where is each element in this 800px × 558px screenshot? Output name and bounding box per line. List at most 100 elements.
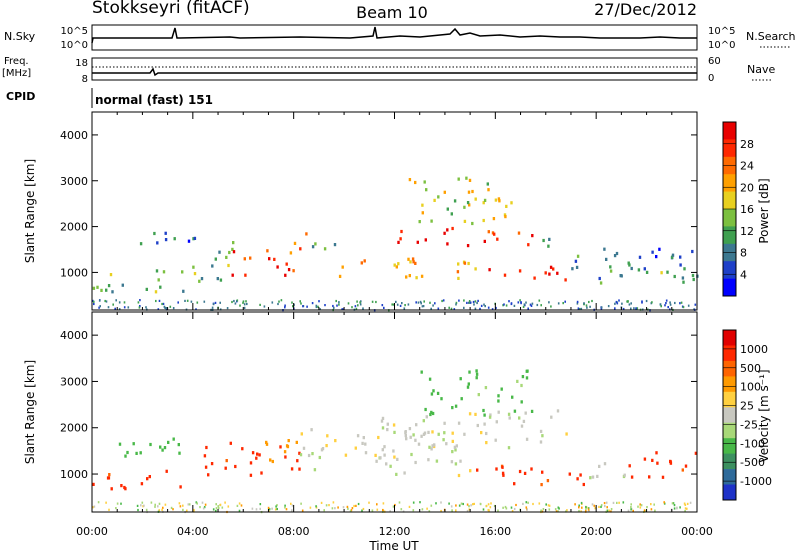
scatter-cell [141, 501, 144, 504]
data-cell [396, 457, 399, 461]
data-cell [466, 244, 470, 248]
data-cell [471, 189, 474, 194]
scatter-cell [485, 504, 488, 507]
data-cell [576, 477, 579, 481]
scatter-cell [212, 303, 215, 306]
colorbar-label: 24 [740, 160, 754, 173]
scatter-cell [184, 299, 186, 302]
data-cell [395, 265, 398, 269]
scatter-cell [268, 510, 270, 513]
data-cell [249, 473, 253, 477]
scatter-cell [493, 504, 496, 508]
scatter-cell [412, 501, 415, 504]
colorbar-swatch [723, 376, 736, 393]
scatter-cell [421, 508, 424, 511]
data-cell [454, 462, 458, 466]
scatter-cell [157, 505, 159, 508]
scatter-cell [93, 300, 95, 303]
data-cell [159, 285, 162, 289]
data-cell [164, 231, 167, 235]
scatter-cell [154, 505, 156, 508]
scatter-cell [605, 501, 608, 504]
data-cell [504, 215, 507, 219]
data-cell [623, 473, 626, 477]
scatter-cell [466, 301, 468, 304]
scatter-cell [145, 306, 147, 309]
data-cell [172, 437, 175, 441]
colorbar-swatch [723, 139, 736, 158]
scatter-cell [441, 299, 443, 303]
colorbar-label: 4 [740, 268, 747, 281]
data-cell [628, 263, 631, 267]
power-panel: Slant Range [km] 4000 3000 2000 1000 [23, 111, 699, 312]
data-cell [341, 265, 344, 269]
data-cell [307, 453, 311, 458]
scatter-cell [408, 505, 411, 508]
data-cell [420, 434, 423, 438]
scatter-cell [603, 502, 606, 505]
scatter-cell [177, 301, 179, 304]
scatter-cell [639, 506, 642, 509]
colorbar-swatch [723, 469, 736, 485]
scatter-cell [651, 301, 653, 304]
data-cell [334, 439, 337, 443]
data-cell [673, 274, 676, 279]
scatter-cell [580, 510, 582, 513]
scatter-cell [227, 505, 230, 508]
scatter-cell [547, 504, 550, 507]
data-cell [651, 458, 654, 462]
data-cell [428, 377, 432, 381]
scatter-cell [525, 301, 527, 304]
scatter-cell [371, 300, 374, 303]
data-cell [420, 370, 423, 374]
scatter-cell [137, 508, 139, 512]
scatter-cell [204, 503, 207, 506]
data-cell [498, 199, 501, 203]
data-cell [487, 230, 490, 234]
data-cell [655, 451, 658, 455]
scatter-cell [356, 300, 358, 303]
data-cell [276, 265, 279, 269]
data-cell [508, 416, 511, 420]
scatter-cell [585, 304, 588, 307]
scatter-cell [635, 307, 637, 310]
data-cell [424, 238, 427, 242]
scatter-cell [606, 506, 608, 509]
data-cell [648, 475, 651, 479]
scatter-cell [495, 306, 497, 310]
scatter-cell [217, 506, 220, 510]
data-cell [445, 442, 448, 446]
scatter-cell [419, 300, 422, 303]
scatter-cell [236, 504, 239, 507]
data-cell [476, 423, 479, 428]
scatter-cell [455, 509, 457, 512]
scatter-cell [621, 302, 623, 305]
data-cell [148, 475, 151, 479]
data-cell [210, 462, 214, 466]
scatter-cell [576, 300, 579, 303]
data-cell [467, 261, 470, 266]
data-cell [385, 462, 388, 466]
scatter-cell [522, 305, 525, 308]
velocity-ylabel: Slant Range [km] [23, 360, 37, 464]
data-cell [437, 432, 440, 436]
scatter-cell [325, 504, 328, 507]
scatter-cell [245, 300, 247, 303]
data-cell [298, 451, 301, 455]
data-cell [520, 424, 524, 428]
data-cell [256, 452, 259, 456]
scatter-cell [665, 299, 668, 302]
velocity-data-cells [92, 369, 698, 514]
data-cell [140, 482, 144, 486]
colorbar-swatch [723, 261, 736, 279]
scatter-cell [242, 301, 244, 304]
data-cell [446, 207, 449, 211]
data-cell [440, 397, 443, 401]
data-cell [167, 440, 170, 444]
scatter-cell [502, 506, 504, 509]
scatter-cell [616, 302, 619, 305]
scatter-cell [140, 504, 142, 507]
scatter-cell [618, 299, 620, 302]
data-cell [219, 278, 223, 282]
scatter-cell [240, 504, 243, 507]
